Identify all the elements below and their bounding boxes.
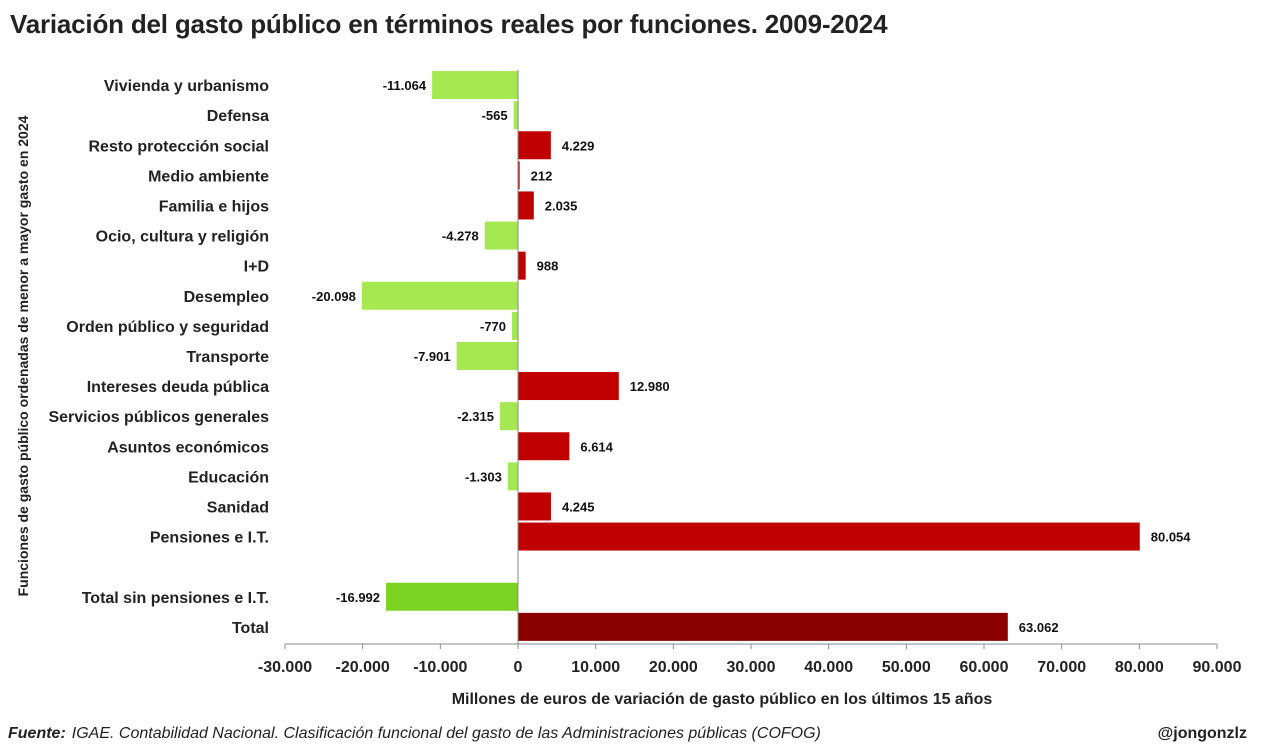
x-tick-label: 20.000 (649, 659, 698, 676)
x-tick-label: 40.000 (804, 659, 853, 676)
bar (432, 71, 518, 100)
data-label: 63.062 (1019, 620, 1059, 635)
source-label: Fuente: (8, 725, 66, 742)
data-label: -565 (482, 108, 508, 123)
x-tick-label: -30.000 (258, 659, 312, 676)
author-credit: @jongonzlz (1157, 725, 1247, 742)
x-tick-label: 60.000 (960, 659, 1009, 676)
data-label: -7.901 (414, 349, 451, 364)
category-label: Pensiones e I.T. (150, 530, 269, 547)
x-tick-label: 10.000 (571, 659, 620, 676)
category-label: Servicios públicos generales (48, 409, 269, 426)
data-label: 4.229 (562, 138, 595, 153)
category-label: Orden público y seguridad (66, 319, 269, 336)
data-label: 2.035 (545, 198, 578, 213)
data-label: 4.245 (562, 499, 595, 514)
source-text: IGAE. Contabilidad Nacional. Clasificaci… (71, 725, 821, 742)
data-label: 80.054 (1151, 530, 1192, 545)
bar (518, 191, 534, 220)
category-label: Familia e hijos (159, 198, 269, 215)
category-label: Total (232, 620, 269, 637)
bar (518, 492, 551, 521)
bar-chart: Vivienda y urbanismo Defensa Resto protecc… (15, 70, 1242, 708)
bar (512, 311, 518, 340)
x-tick-label: 50.000 (882, 659, 931, 676)
category-label: Total sin pensiones e I.T. (82, 590, 269, 607)
x-axis-title: Millones de euros de variación de gasto … (452, 691, 993, 708)
data-label: 988 (537, 259, 559, 274)
data-label: -16.992 (336, 590, 380, 605)
bar (456, 341, 518, 370)
category-label: Transporte (186, 349, 269, 366)
data-label: -770 (480, 319, 506, 334)
category-label: Defensa (207, 108, 269, 125)
data-label: 6.614 (580, 439, 613, 454)
category-label: Asuntos económicos (107, 439, 269, 456)
x-tick-label: 0 (514, 659, 523, 676)
category-label: I+D (244, 259, 269, 276)
category-label: Medio ambiente (148, 168, 269, 185)
data-label: 212 (531, 168, 553, 183)
data-label: -2.315 (457, 409, 494, 424)
x-tick-label: 90.000 (1193, 659, 1242, 676)
category-label: Vivienda y urbanismo (104, 78, 269, 95)
x-tick-label: 70.000 (1037, 659, 1086, 676)
bar (518, 251, 526, 280)
y-axis-title: Funciones de gasto público ordenadas de … (15, 115, 31, 596)
source-note: Fuente: IGAE. Contabilidad Nacional. Clas… (8, 725, 821, 743)
x-tick-label: -20.000 (336, 659, 390, 676)
category-label: Intereses deuda pública (87, 379, 269, 396)
bar (361, 281, 518, 310)
bar (518, 522, 1140, 551)
bar (386, 582, 518, 611)
x-tick-label: 30.000 (727, 659, 776, 676)
category-label: Ocio, cultura y religión (96, 229, 269, 246)
bar (518, 131, 551, 160)
x-tick-label: -10.000 (413, 659, 467, 676)
bar (507, 462, 518, 491)
category-label: Sanidad (207, 499, 269, 516)
data-label: -4.278 (442, 229, 479, 244)
chart-title: Variación del gasto público en términos … (10, 9, 888, 39)
x-axis: -30.000 -20.000 -10.000 0 10.000 20.000 30.000… (258, 70, 1242, 676)
data-label: -20.098 (312, 289, 356, 304)
bar (518, 612, 1008, 641)
category-label: Resto protección social (89, 138, 270, 155)
bar (518, 432, 570, 461)
bar (518, 372, 619, 401)
x-tick-label: 80.000 (1115, 659, 1164, 676)
category-label: Educación (188, 469, 269, 486)
category-labels: Vivienda y urbanismo Defensa Resto protecc… (48, 78, 269, 637)
bar (518, 161, 520, 190)
bars-group (361, 71, 1140, 641)
bar (484, 221, 518, 250)
bar (513, 101, 518, 130)
category-label: Desempleo (184, 289, 270, 306)
data-label: 12.980 (630, 379, 670, 394)
data-label: -1.303 (465, 469, 502, 484)
value-labels: -11.064 -565 4.229 212 2.035 -4.278 988 -20.098… (312, 78, 1191, 635)
data-label: -11.064 (383, 78, 427, 93)
bar (500, 402, 518, 431)
